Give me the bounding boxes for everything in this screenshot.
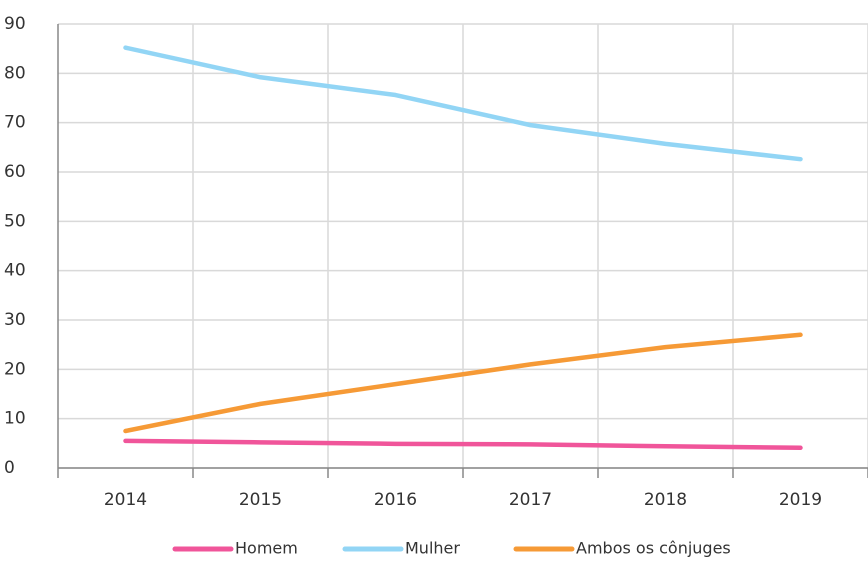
- y-tick-label: 50: [4, 211, 26, 231]
- y-tick-label: 90: [4, 14, 26, 34]
- y-tick-label: 20: [4, 359, 26, 379]
- legend-label: Ambos os cônjuges: [576, 539, 731, 558]
- y-tick-label: 60: [4, 162, 26, 182]
- x-tick-label: 2019: [779, 490, 822, 510]
- x-tick-label: 2017: [509, 490, 552, 510]
- y-tick-label: 10: [4, 409, 26, 429]
- y-tick-label: 80: [4, 63, 26, 83]
- series-line: [123, 332, 803, 434]
- legend-label: Mulher: [405, 539, 460, 558]
- y-tick-label: 30: [4, 310, 26, 330]
- series-line: [123, 438, 803, 451]
- x-tick-label: 2018: [644, 490, 687, 510]
- x-tick-label: 2015: [239, 490, 282, 510]
- series-line: [123, 45, 803, 162]
- x-tick-label: 2014: [104, 490, 147, 510]
- y-tick-label: 70: [4, 113, 26, 133]
- x-tick-label: 2016: [374, 490, 417, 510]
- legend-label: Homem: [235, 539, 298, 558]
- y-tick-label: 0: [4, 458, 15, 478]
- y-tick-label: 40: [4, 261, 26, 281]
